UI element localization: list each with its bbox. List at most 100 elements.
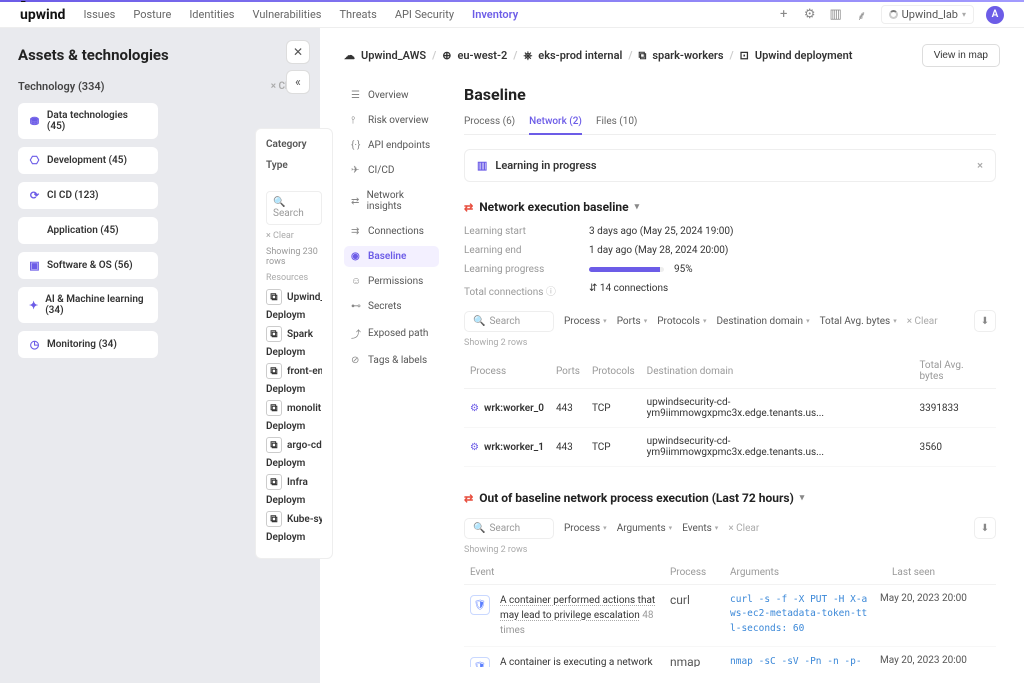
tech-chip[interactable]: ✦AI & Machine learning (34) bbox=[18, 287, 158, 323]
nav-issues[interactable]: Issues bbox=[83, 8, 115, 21]
kv-key: Learning end bbox=[464, 245, 589, 256]
col-header: Process bbox=[464, 354, 550, 389]
nav-vulnerabilities[interactable]: Vulnerabilities bbox=[252, 8, 321, 21]
event-text: A container is executing a network scann… bbox=[500, 657, 653, 667]
tab[interactable]: Files (10) bbox=[596, 116, 637, 134]
progress-label: Learning progress bbox=[464, 264, 589, 275]
resource-row[interactable]: ⧉front-en bbox=[266, 363, 322, 379]
event-process: curl bbox=[670, 593, 720, 607]
resource-row[interactable]: ⧉Upwind_ bbox=[266, 289, 322, 305]
download-button[interactable]: ⬇ bbox=[974, 517, 996, 539]
org-selector[interactable]: Upwind_lab ▾ bbox=[881, 5, 974, 24]
event-row[interactable]: 🛡A container performed actions that may … bbox=[464, 585, 996, 647]
filter-option[interactable]: Arguments ▾ bbox=[617, 523, 673, 534]
tech-chip[interactable]: ▣Software & OS (56) bbox=[18, 252, 158, 279]
resource-row[interactable]: ⧉Kube-sy bbox=[266, 511, 322, 527]
add-icon[interactable]: + bbox=[777, 8, 791, 22]
event-arguments: curl -s -f -X PUT -H X-aws-ec2-metadata-… bbox=[730, 594, 867, 634]
resource-sub: Deploym bbox=[266, 495, 322, 506]
sidenav-secrets[interactable]: ⊷Secrets bbox=[344, 296, 439, 317]
table-row[interactable]: ⚙wrk:worker_1443TCPupwindsecurity-cd-ym9… bbox=[464, 428, 996, 467]
chevron-down-icon[interactable]: ▾ bbox=[635, 202, 640, 212]
nav-api-security[interactable]: API Security bbox=[395, 8, 454, 21]
filter-option[interactable]: Destination domain ▾ bbox=[716, 316, 809, 327]
clear-resource-filter[interactable]: × Clear bbox=[266, 231, 322, 241]
sidenav-ci-cd[interactable]: ✈CI/CD bbox=[344, 160, 439, 181]
info-icon[interactable]: ⓘ bbox=[546, 287, 556, 298]
tech-icon: ⟳ bbox=[28, 189, 41, 202]
tech-label: Development (45) bbox=[47, 155, 127, 166]
download-button[interactable]: ⬇ bbox=[974, 310, 996, 332]
progress-percent: 95% bbox=[674, 264, 693, 275]
crumb-label[interactable]: Upwind_AWS bbox=[361, 49, 426, 62]
sidenav-label: Network insights bbox=[367, 190, 432, 212]
tech-chip[interactable]: ⟳CI CD (123) bbox=[18, 182, 158, 209]
resource-row[interactable]: ⧉Spark bbox=[266, 326, 322, 342]
sidenav-permissions[interactable]: ☺Permissions bbox=[344, 271, 439, 292]
tech-chip[interactable]: ⎔Development (45) bbox=[18, 147, 158, 174]
shield-icon: 🛡 bbox=[470, 657, 490, 667]
crumb-label[interactable]: Upwind deployment bbox=[755, 49, 853, 62]
nav-posture[interactable]: Posture bbox=[133, 8, 171, 21]
filter-option[interactable]: Ports ▾ bbox=[617, 316, 648, 327]
filter-option[interactable]: Process ▾ bbox=[564, 523, 607, 534]
collapse-panel-button[interactable]: « bbox=[286, 70, 310, 94]
filter-option[interactable]: Process ▾ bbox=[564, 316, 607, 327]
filter-option[interactable]: Protocols ▾ bbox=[657, 316, 706, 327]
filter-option[interactable]: Total Avg. bytes ▾ bbox=[820, 316, 897, 327]
chevron-down-icon[interactable]: ▾ bbox=[800, 493, 805, 503]
table-row[interactable]: ⚙wrk:worker_0443TCPupwindsecurity-cd-ym9… bbox=[464, 389, 996, 428]
tech-chip[interactable]: ⛃Data technologies (45) bbox=[18, 103, 158, 139]
sidenav-label: Permissions bbox=[368, 276, 423, 287]
crumb-label[interactable]: spark-workers bbox=[652, 49, 723, 62]
tech-label: AI & Machine learning (34) bbox=[45, 294, 148, 316]
resource-row[interactable]: ⧉argo-cd bbox=[266, 437, 322, 453]
tech-chip[interactable]: Application (45) bbox=[18, 217, 158, 244]
view-in-map-button[interactable]: View in map bbox=[922, 44, 1000, 67]
search-input[interactable]: 🔍 Search bbox=[464, 518, 554, 539]
nav-inventory[interactable]: Inventory bbox=[472, 8, 518, 21]
crumb-label[interactable]: eu-west-2 bbox=[457, 49, 507, 62]
sidenav-baseline[interactable]: ◉Baseline bbox=[344, 246, 439, 267]
port: 443 bbox=[550, 389, 586, 428]
banner-close-icon[interactable]: × bbox=[977, 159, 983, 172]
resource-search[interactable]: 🔍 Search bbox=[266, 191, 322, 225]
panel-icon[interactable]: ▥ bbox=[829, 8, 843, 22]
bell-icon[interactable]: ⸙ bbox=[855, 8, 869, 22]
sidenav-exposed-path[interactable]: ⤴Exposed path bbox=[344, 321, 439, 346]
col-header: Total Avg. bytes bbox=[913, 354, 996, 389]
sidenav-label: Exposed path bbox=[368, 328, 428, 339]
tab[interactable]: Network (2) bbox=[529, 116, 582, 135]
sidenav-connections[interactable]: ⇉Connections bbox=[344, 221, 439, 242]
resource-icon: ⧉ bbox=[266, 511, 282, 527]
sidenav-icon: ✈ bbox=[351, 165, 362, 176]
sidenav-overview[interactable]: ☰Overview bbox=[344, 85, 439, 106]
nav-identities[interactable]: Identities bbox=[189, 8, 234, 21]
sidenav-label: Secrets bbox=[368, 301, 402, 312]
sidenav-label: Risk overview bbox=[368, 115, 429, 126]
tab[interactable]: Process (6) bbox=[464, 116, 515, 134]
tabs: Process (6) Network (2) Files (10) bbox=[464, 116, 996, 135]
protocol: TCP bbox=[586, 389, 641, 428]
resource-row[interactable]: ⧉monolit bbox=[266, 400, 322, 416]
sidenav-api-endpoints[interactable]: {·}API endpoints bbox=[344, 135, 439, 156]
sidenav-network-insights[interactable]: ⇄Network insights bbox=[344, 185, 439, 217]
crumb-label[interactable]: eks-prod internal bbox=[538, 49, 622, 62]
filter-option[interactable]: Events ▾ bbox=[682, 523, 718, 534]
crumb-icon: ⎈ bbox=[523, 49, 532, 63]
search-input[interactable]: 🔍 Search bbox=[464, 311, 554, 332]
gear-icon[interactable]: ⚙ bbox=[803, 8, 817, 22]
close-panel-button[interactable]: ✕ bbox=[286, 40, 310, 64]
shield-icon: 🛡 bbox=[470, 595, 490, 615]
resource-icon: ⧉ bbox=[266, 474, 282, 490]
sidenav-tags-labels[interactable]: ⊘Tags & labels bbox=[344, 350, 439, 371]
nav-threats[interactable]: Threats bbox=[339, 8, 376, 21]
brand-logo[interactable]: upwind bbox=[20, 7, 65, 23]
resource-row[interactable]: ⧉Infra bbox=[266, 474, 322, 490]
avatar[interactable]: A bbox=[986, 6, 1004, 24]
clear-filters[interactable]: × Clear bbox=[907, 316, 938, 327]
event-row[interactable]: 🛡 A container is executing a network scan… bbox=[464, 647, 996, 667]
clear-filters[interactable]: × Clear bbox=[728, 523, 759, 534]
tech-chip[interactable]: ◷Monitoring (34) bbox=[18, 331, 158, 358]
sidenav-risk-overview[interactable]: ⫯Risk overview bbox=[344, 110, 439, 131]
